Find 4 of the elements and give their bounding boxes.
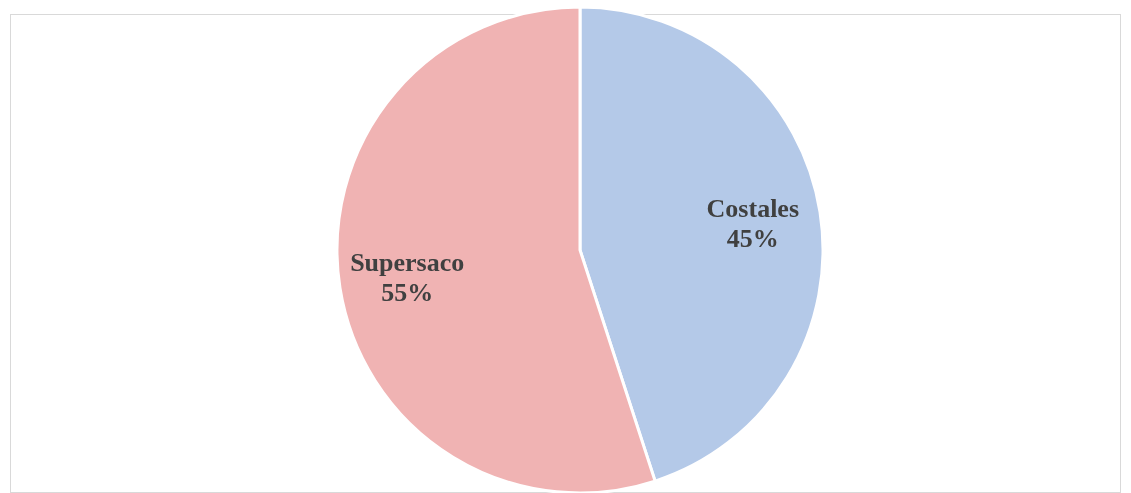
slice-label: Costales [706, 193, 800, 223]
data-label: 55% [381, 278, 434, 308]
slice-label: Supersaco [350, 248, 465, 278]
data-label: 45% [726, 223, 779, 253]
